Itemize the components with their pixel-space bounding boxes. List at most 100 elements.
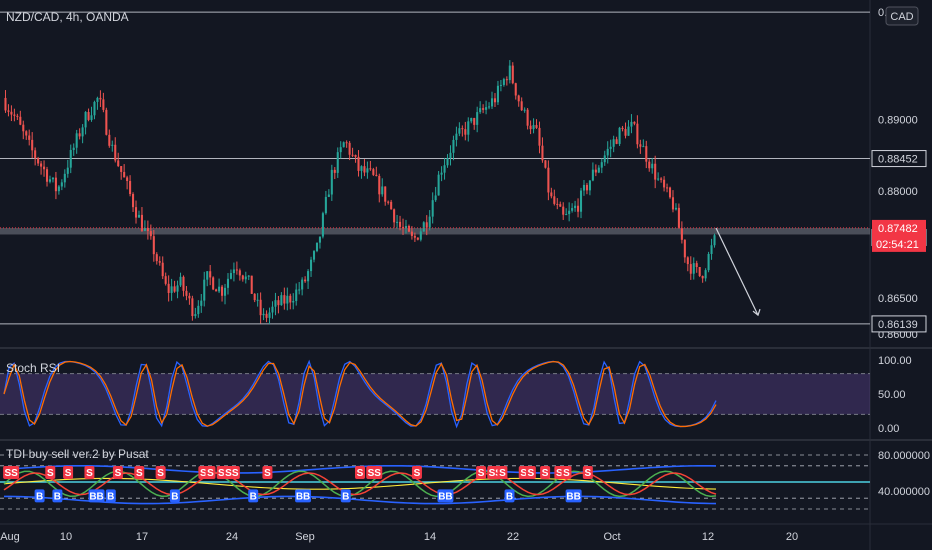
candle-body	[96, 97, 99, 102]
current-price-badge	[872, 219, 926, 252]
date-tick-label: 20	[786, 531, 798, 543]
candle-body	[689, 264, 692, 274]
marker-label: S	[200, 468, 207, 479]
candle-body	[99, 97, 102, 100]
currency-button-label[interactable]: CAD	[890, 11, 913, 23]
currency-button[interactable]	[885, 6, 919, 26]
level-badge	[871, 150, 927, 168]
candle-body	[336, 152, 339, 173]
candle-body	[556, 203, 559, 205]
price-tick-label: 0.89000	[878, 114, 918, 126]
time-axis: Aug 10 17 24 Sep 14 22 Oct 12 20	[0, 531, 798, 543]
candle-body	[565, 214, 568, 216]
sell-marker	[3, 466, 20, 479]
candle-body	[45, 169, 49, 182]
candle-body	[241, 275, 244, 280]
candle-body	[579, 190, 583, 212]
tdi-panel: SSBSBSSBBBSSSBSSSSSSBSBBBSSSSBBSSSSBSSSS…	[0, 447, 930, 510]
candle-body	[212, 277, 215, 290]
candle-body	[642, 146, 645, 148]
candle-body	[310, 259, 313, 272]
candle-body	[701, 276, 704, 279]
buy-marker	[295, 489, 312, 503]
candle-body	[75, 133, 78, 148]
candle-body	[250, 275, 253, 294]
candle-body	[520, 101, 523, 111]
sell-marker	[355, 466, 365, 479]
candle-body	[108, 134, 111, 146]
candle-body	[387, 201, 390, 203]
candle-body	[51, 177, 54, 180]
candle-body	[422, 222, 425, 232]
candle-body	[668, 187, 672, 198]
candle-body	[185, 290, 188, 296]
candle-body	[476, 112, 479, 125]
candle-body	[369, 168, 372, 170]
candle-body	[283, 295, 286, 304]
current-price-label: 0.87482	[878, 223, 918, 235]
candle-body	[535, 125, 538, 128]
candle-body	[117, 160, 120, 167]
marker-label: S	[157, 468, 164, 479]
sell-marker	[411, 466, 422, 479]
candle-body	[123, 171, 126, 178]
candle-body	[473, 118, 476, 125]
candle-body	[298, 289, 301, 291]
candle-body	[69, 150, 72, 168]
sell-marker	[366, 466, 383, 479]
candle-body	[93, 101, 96, 116]
marker-label: S	[264, 468, 271, 479]
buy-marker	[52, 489, 63, 503]
candle-body	[663, 179, 666, 188]
candle-body	[232, 269, 235, 274]
level-badge-label: 0.88452	[878, 154, 918, 166]
sell-marker	[497, 466, 508, 479]
candle-body	[683, 239, 686, 258]
sell-marker	[84, 466, 95, 479]
candle-body	[630, 121, 633, 127]
candle-body	[488, 106, 491, 108]
candle-body	[114, 144, 117, 161]
level-lines	[0, 11, 870, 325]
chart-title: NZD/CAD, 4h, OANDA	[6, 10, 129, 24]
stoch-band	[0, 373, 870, 415]
candle-body	[363, 166, 366, 173]
candle-body	[43, 166, 46, 170]
buy-marker	[34, 489, 45, 503]
marker-label: S	[414, 468, 421, 479]
stoch-tick-label: 0.00	[878, 423, 899, 435]
candle-body	[443, 165, 446, 173]
tdi-tick-label: 80.000000	[878, 450, 930, 462]
marker-label: BB	[296, 491, 310, 502]
marker-label: SS	[225, 468, 239, 479]
candle-body	[301, 279, 304, 290]
sell-marker	[63, 466, 74, 479]
candle-body	[25, 131, 28, 136]
candle-body	[428, 216, 431, 228]
candle-body	[399, 221, 402, 227]
date-tick-label: 12	[702, 531, 714, 543]
candlestick-series	[4, 60, 716, 325]
candle-body	[627, 126, 630, 136]
candle-body	[238, 270, 241, 276]
candle-body	[562, 206, 565, 215]
marker-label: B	[506, 491, 513, 502]
candle-body	[559, 204, 562, 207]
price-tick-label: 0.88000	[878, 186, 918, 198]
candle-body	[221, 286, 224, 296]
tdi-levels	[0, 454, 870, 510]
candle-body	[164, 276, 167, 284]
tdi-title: TDI buy sell ver.2 by Pusat	[6, 447, 149, 461]
candle-body	[600, 162, 603, 168]
candle-body	[333, 169, 336, 173]
candle-body	[63, 173, 66, 183]
candle-body	[425, 222, 428, 228]
candle-body	[48, 179, 52, 182]
marker-label: SS	[4, 468, 18, 479]
tdi-lower-band	[3, 495, 717, 505]
candle-body	[197, 305, 200, 315]
candle-body	[434, 195, 437, 201]
candle-body	[606, 148, 609, 156]
candle-body	[360, 166, 363, 171]
